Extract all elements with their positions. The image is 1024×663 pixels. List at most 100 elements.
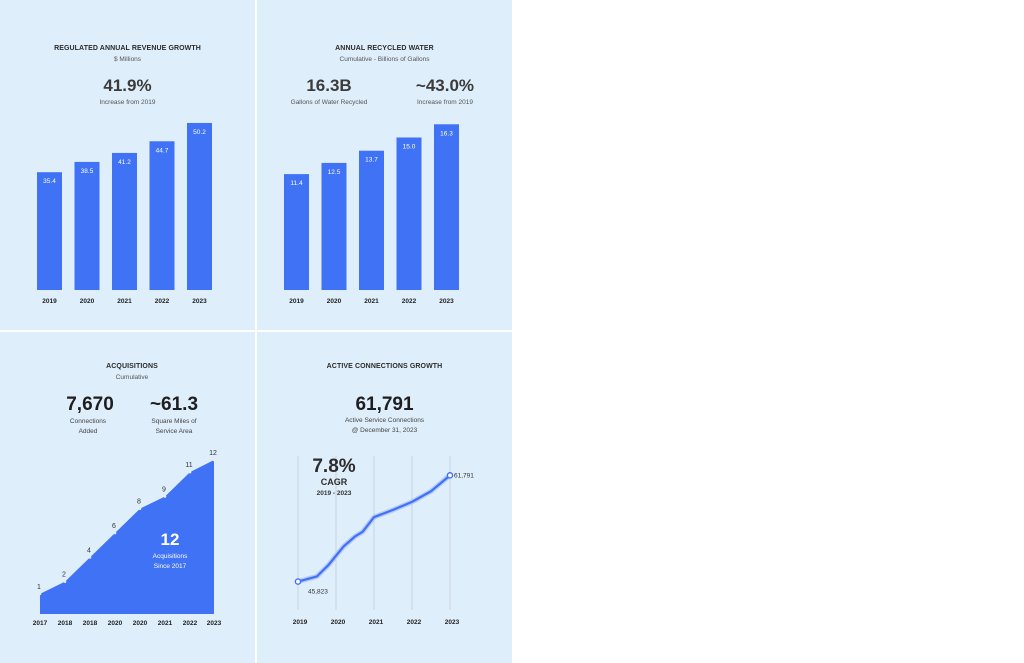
x-tick-label-2023: 2023 <box>445 619 460 626</box>
x-tick-label-2019: 2019 <box>289 298 304 305</box>
cagr-label: CAGR <box>320 477 348 487</box>
bar-value-label-2019: 11.4 <box>290 180 303 187</box>
water-panel: ANNUAL RECYCLED WATER Cumulative - Billi… <box>257 0 512 330</box>
water-title: ANNUAL RECYCLED WATER <box>335 45 434 52</box>
revenue-panel: REGULATED ANNUAL REVENUE GROWTH $ Millio… <box>0 0 255 330</box>
acquisition-point-6 <box>188 470 192 474</box>
acquisitions-stat1-value: 7,670 <box>66 394 114 415</box>
bar-2023 <box>187 122 212 290</box>
bar-value-label-2020: 12.5 <box>328 169 341 176</box>
water-stat1-value: 16.3B <box>306 76 352 95</box>
dashboard-grid: REGULATED ANNUAL REVENUE GROWTH $ Millio… <box>0 0 512 663</box>
acquisitions-area-chart: 1 2017 2 2018 4 2018 6 2020 8 2020 9 2021 11 2022 12 20… <box>33 450 222 627</box>
bar-value-label-2022: 15.0 <box>403 144 416 151</box>
bar-2021 <box>359 150 384 290</box>
acquisitions-stat2-value: ~61.3 <box>149 394 199 415</box>
acquisition-point-2 <box>88 556 92 559</box>
x-tick-label-5: 2021 <box>158 620 173 627</box>
acquisitions-inner-value: 12 <box>160 530 180 549</box>
x-tick-label-7: 2023 <box>207 620 222 627</box>
connections-start-point <box>294 578 302 585</box>
acquisition-point-7 <box>212 458 216 462</box>
acquisitions-area <box>40 460 214 614</box>
bar-value-label-2021: 41.2 <box>118 159 131 166</box>
x-tick-label-2020: 2020 <box>80 298 95 305</box>
bar-2020 <box>321 162 347 290</box>
acquisition-value-label-0: 1 <box>37 584 41 591</box>
bar-2020 <box>74 161 100 290</box>
acquisitions-stat2-caption-line1: Square Miles of <box>151 418 197 425</box>
connections-line <box>297 474 451 583</box>
x-tick-label-2021: 2021 <box>117 298 132 305</box>
x-tick-label-2020: 2020 <box>331 619 346 626</box>
acquisition-value-label-6: 11 <box>185 462 192 469</box>
acquisition-value-label-5: 9 <box>162 487 166 494</box>
acquisition-point-0 <box>38 592 42 596</box>
acquisition-point-1 <box>63 580 67 583</box>
x-tick-label-2: 2018 <box>83 620 98 627</box>
acquisition-point-3 <box>113 531 117 535</box>
x-tick-label-2022: 2022 <box>402 298 417 305</box>
bar-value-label-2019: 35.4 <box>43 178 56 185</box>
bar-2022 <box>396 137 422 290</box>
acquisition-value-label-1: 2 <box>62 572 66 579</box>
x-tick-label-2021: 2021 <box>364 298 379 305</box>
acquisitions-title: ACQUISITIONS <box>106 363 158 370</box>
revenue-title: REGULATED ANNUAL REVENUE GROWTH <box>54 45 201 52</box>
connections-stat-value: 61,791 <box>355 394 414 415</box>
water-stat1-caption: Gallons of Water Recycled <box>290 99 368 106</box>
cagr-range: 2019 - 2023 <box>316 490 352 497</box>
acquisition-point-4 <box>138 507 142 510</box>
bar-2023 <box>434 124 459 291</box>
x-tick-label-2022: 2022 <box>155 298 170 305</box>
acquisition-value-label-3: 6 <box>112 523 116 530</box>
water-bar-chart: 11.4 2019 12.5 2020 13.7 2021 15.0 2022 16.3 2023 <box>284 124 459 305</box>
acquisitions-inner-caption-line1: Acquisitions <box>152 553 188 560</box>
acquisitions-inner-caption-line2: Since 2017 <box>153 563 187 570</box>
revenue-stat-value: 41.9% <box>103 76 152 95</box>
connections-title: ACTIVE CONNECTIONS GROWTH <box>326 363 443 370</box>
x-tick-label-6: 2022 <box>183 620 198 627</box>
acquisitions-stat1-caption-line2: Added <box>78 428 98 435</box>
x-tick-label-2022: 2022 <box>407 619 422 626</box>
bar-2019 <box>284 174 309 290</box>
revenue-stat-caption: Increase from 2019 <box>99 99 156 106</box>
connections-end-point <box>446 472 454 479</box>
revenue-subtitle: $ Millions <box>113 56 142 63</box>
connections-end-label: 61,791 <box>454 472 474 479</box>
water-subtitle: Cumulative - Billions of Gallons <box>339 56 430 63</box>
bar-2019 <box>37 172 62 290</box>
x-tick-label-2019: 2019 <box>42 298 57 305</box>
water-stat2-caption: Increase from 2019 <box>416 99 473 106</box>
water-stat2-value: ~43.0% <box>415 76 475 95</box>
acquisitions-panel: ACQUISITIONS Cumulative 7,670 Connection… <box>0 332 255 663</box>
bar-2022 <box>149 141 175 290</box>
connections-start-label: 45,823 <box>308 589 328 596</box>
connections-stat-caption-line1: Active Service Connections <box>344 417 425 424</box>
connections-stat-caption-line2: @ December 31, 2023 <box>351 427 418 434</box>
acquisitions-subtitle: Cumulative <box>115 374 149 381</box>
x-tick-label-2023: 2023 <box>192 298 207 305</box>
connections-line-chart: 2019 2020 2021 2022 2023 45,823 61,791 <box>293 456 474 626</box>
x-tick-label-2021: 2021 <box>369 619 384 626</box>
x-tick-label-2020: 2020 <box>327 298 342 305</box>
revenue-bar-chart: 35.4 2019 38.5 2020 41.2 2021 44.7 2022 50.2 2023 <box>37 122 212 305</box>
acquisition-value-label-7: 12 <box>209 450 217 457</box>
bar-value-label-2022: 44.7 <box>156 147 169 154</box>
x-tick-label-3: 2020 <box>108 620 123 627</box>
acquisitions-stat1-caption-line1: Connections <box>69 418 107 425</box>
x-tick-label-1: 2018 <box>58 620 73 627</box>
x-tick-label-2019: 2019 <box>293 619 308 626</box>
x-tick-label-4: 2020 <box>133 620 148 627</box>
bar-value-label-2023: 50.2 <box>193 129 206 136</box>
acquisition-value-label-4: 8 <box>137 499 141 506</box>
bar-value-label-2020: 38.5 <box>81 168 94 175</box>
acquisition-point-5 <box>163 495 167 498</box>
x-tick-label-2023: 2023 <box>439 298 454 305</box>
bar-value-label-2023: 16.3 <box>440 130 453 137</box>
connections-panel: ACTIVE CONNECTIONS GROWTH 61,791 Active … <box>257 332 512 663</box>
cagr-value: 7.8% <box>312 456 356 477</box>
bar-value-label-2021: 13.7 <box>365 157 378 164</box>
acquisition-value-label-2: 4 <box>87 547 91 554</box>
x-tick-label-0: 2017 <box>33 620 48 627</box>
